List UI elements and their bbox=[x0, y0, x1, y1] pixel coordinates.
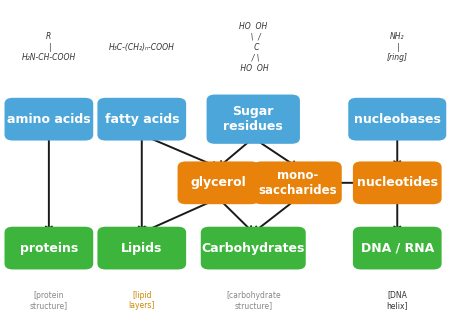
FancyBboxPatch shape bbox=[353, 227, 442, 269]
Text: proteins: proteins bbox=[20, 241, 78, 255]
FancyBboxPatch shape bbox=[201, 227, 306, 269]
Text: HO  OH
  \  /
   C
  / \
 HO  OH: HO OH \ / C / \ HO OH bbox=[238, 22, 269, 73]
FancyBboxPatch shape bbox=[253, 162, 342, 204]
FancyBboxPatch shape bbox=[98, 98, 186, 141]
FancyBboxPatch shape bbox=[5, 227, 93, 269]
Text: glycerol: glycerol bbox=[191, 176, 246, 189]
Text: [lipid
layers]: [lipid layers] bbox=[128, 291, 155, 310]
FancyBboxPatch shape bbox=[348, 98, 446, 141]
Text: [DNA
helix]: [DNA helix] bbox=[386, 291, 408, 310]
Text: [carbohydrate
structure]: [carbohydrate structure] bbox=[226, 291, 281, 310]
Text: Lipids: Lipids bbox=[121, 241, 163, 255]
Text: nucleobases: nucleobases bbox=[354, 113, 441, 126]
FancyBboxPatch shape bbox=[353, 162, 442, 204]
Text: DNA / RNA: DNA / RNA bbox=[361, 241, 434, 255]
Text: Sugar
residues: Sugar residues bbox=[223, 105, 283, 133]
Text: nucleotides: nucleotides bbox=[357, 176, 438, 189]
Text: Carbohydrates: Carbohydrates bbox=[201, 241, 305, 255]
FancyBboxPatch shape bbox=[5, 98, 93, 141]
FancyBboxPatch shape bbox=[207, 95, 300, 144]
Text: fatty acids: fatty acids bbox=[105, 113, 179, 126]
Text: R
|
H₂N-CH-COOH: R | H₂N-CH-COOH bbox=[22, 33, 76, 62]
Text: [protein
structure]: [protein structure] bbox=[30, 291, 68, 310]
FancyBboxPatch shape bbox=[178, 162, 259, 204]
Text: amino acids: amino acids bbox=[7, 113, 91, 126]
Text: mono-
saccharides: mono- saccharides bbox=[258, 169, 337, 197]
FancyBboxPatch shape bbox=[98, 227, 186, 269]
Text: NH₂
 |
[ring]: NH₂ | [ring] bbox=[387, 33, 408, 62]
Text: H₃C-(CH₂)ₙ-COOH: H₃C-(CH₂)ₙ-COOH bbox=[109, 43, 175, 52]
